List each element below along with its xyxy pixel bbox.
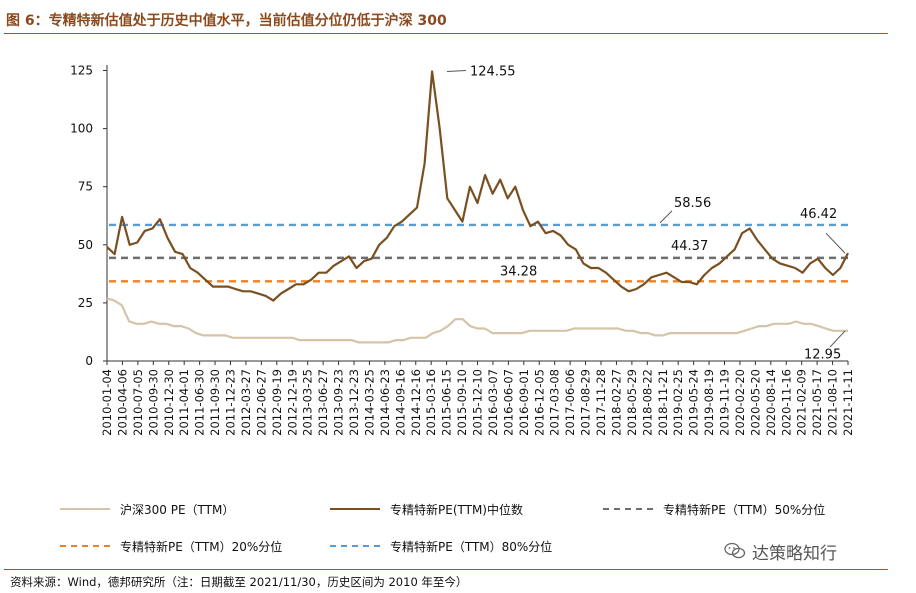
x-tick-label: 2020-05-20: [748, 369, 762, 436]
legend-swatch-median: [330, 508, 380, 510]
x-tick-label: 2019-02-25: [671, 369, 685, 436]
x-tick-label: 2011-06-30: [193, 369, 207, 436]
x-tick-label: 2017-08-29: [579, 369, 593, 436]
x-tick-label: 2018-11-21: [656, 369, 670, 436]
x-tick-label: 2019-11-19: [718, 369, 732, 436]
x-tick-label: 2018-02-27: [609, 369, 623, 436]
x-tick-label: 2020-11-16: [779, 369, 793, 436]
annotation-peak: 124.55: [470, 65, 516, 80]
y-tick-label: 25: [78, 296, 93, 310]
x-tick-label: 2012-06-27: [254, 369, 268, 436]
title-rule: [4, 33, 888, 34]
x-tick-label: 2013-09-23: [332, 369, 346, 436]
x-tick-label: 2018-05-29: [625, 369, 639, 436]
watermark: 达策略知行: [752, 544, 837, 564]
x-tick-label: 2010-09-30: [146, 369, 160, 436]
peak-leader: [446, 70, 467, 73]
annotation-p50: 44.37: [671, 239, 708, 254]
x-tick-label: 2010-07-05: [131, 369, 145, 436]
x-tick-label: 2012-03-27: [239, 369, 253, 436]
figure-title: 图 6：专精特新估值处于历史中值水平，当前估值分位仍低于沪深 300: [6, 13, 447, 29]
x-tick-label: 2012-09-19: [270, 369, 284, 436]
x-tick-label: 2010-04-06: [115, 369, 129, 436]
latest-median-leader: [825, 232, 846, 254]
x-tick-label: 2012-12-19: [285, 369, 299, 436]
legend-label-median: 专精特新PE(TTM)中位数: [390, 503, 523, 517]
y-tick-label: 75: [78, 180, 93, 194]
x-tick-label: 2010-12-30: [162, 369, 176, 436]
x-tick-label: 2014-06-23: [378, 369, 392, 436]
x-tick-label: 2014-09-16: [393, 369, 407, 436]
percentile-lines: [109, 223, 848, 283]
y-tick-label: 50: [78, 238, 93, 252]
x-tick-label: 2021-02-09: [795, 369, 809, 436]
legend-swatch-p20: [60, 545, 110, 547]
p80-leader: [659, 210, 673, 224]
pe-line-chart: 0 25 50 75 100 125 2010-01-04 2010-04-06 2010-07…: [70, 64, 855, 436]
x-tick-label: 2015-12-10: [471, 369, 485, 436]
x-tick-label: 2017-11-28: [594, 369, 608, 436]
legend-label-p50: 专精特新PE（TTM）50%分位: [663, 503, 826, 517]
x-tick-label: 2019-05-24: [687, 369, 701, 436]
x-tick-label: 2015-03-16: [424, 369, 438, 436]
y-tick-label: 125: [70, 64, 93, 78]
x-tick-label: 2011-09-30: [208, 369, 222, 436]
x-tick-label: 2010-01-04: [100, 369, 114, 436]
annotation-latest-hs300: 12.95: [804, 347, 841, 362]
legend-swatch-p80: [330, 545, 380, 547]
annotation-p20: 34.28: [500, 264, 537, 279]
x-tick-label: 2014-12-16: [409, 369, 423, 436]
series-lines: [106, 70, 849, 344]
x-tick-label: 2021-11-11: [841, 369, 855, 436]
source-note: 资料来源：Wind，德邦研究所（注：日期截至 2021/11/30，历史区间为 …: [10, 575, 468, 589]
x-tick-label: 2016-12-05: [532, 369, 546, 436]
x-tick-label: 2013-03-25: [301, 369, 315, 436]
latest-hs300-leader: [829, 330, 846, 348]
legend-label-p80: 专精特新PE（TTM）80%分位: [390, 540, 553, 554]
x-tick-label: 2020-08-14: [764, 369, 778, 436]
legend-label-p20: 专精特新PE（TTM）20%分位: [120, 540, 283, 554]
chart-axes: 0 25 50 75 100 125 2010-01-04 2010-04-06 2010-07…: [70, 64, 855, 436]
x-tick-label: 2013-06-27: [316, 369, 330, 436]
x-tick-label: 2011-04-01: [177, 369, 191, 436]
x-tick-label: 2020-02-20: [733, 369, 747, 436]
wechat-icon: [724, 542, 746, 559]
x-tick-label: 2013-12-23: [347, 369, 361, 436]
x-tick-label: 2017-03-08: [548, 369, 562, 436]
x-tick-label: 2021-05-17: [810, 369, 824, 436]
legend-label-hs300: 沪深300 PE（TTM）: [120, 503, 235, 517]
x-tick-label: 2016-03-07: [486, 369, 500, 436]
y-tick-label: 100: [70, 122, 93, 136]
annotations: 124.55 58.56 46.42 44.37 34.28 12.95: [446, 65, 846, 362]
y-tick-label: 0: [85, 354, 93, 368]
x-tick-label: 2018-08-22: [640, 369, 654, 436]
x-tick-label: 2019-08-19: [702, 369, 716, 436]
x-tick-label: 2017-06-06: [563, 369, 577, 436]
x-tick-label: 2021-08-10: [826, 369, 840, 436]
annotation-p80: 58.56: [674, 196, 711, 211]
annotation-latest-median: 46.42: [800, 207, 837, 222]
legend-swatch-p50: [603, 508, 653, 510]
x-tick-label: 2016-06-07: [501, 369, 515, 436]
footer-rule: [4, 569, 888, 570]
x-tick-label: 2015-09-10: [455, 369, 469, 436]
x-tick-label: 2011-12-23: [224, 369, 238, 436]
series-line-hs300: [106, 297, 849, 344]
legend-swatch-hs300: [60, 508, 110, 510]
x-tick-label: 2016-09-01: [517, 369, 531, 436]
x-tick-label: 2015-06-15: [440, 369, 454, 436]
series-line-median: [106, 70, 849, 302]
x-tick-label: 2014-03-25: [362, 369, 376, 436]
